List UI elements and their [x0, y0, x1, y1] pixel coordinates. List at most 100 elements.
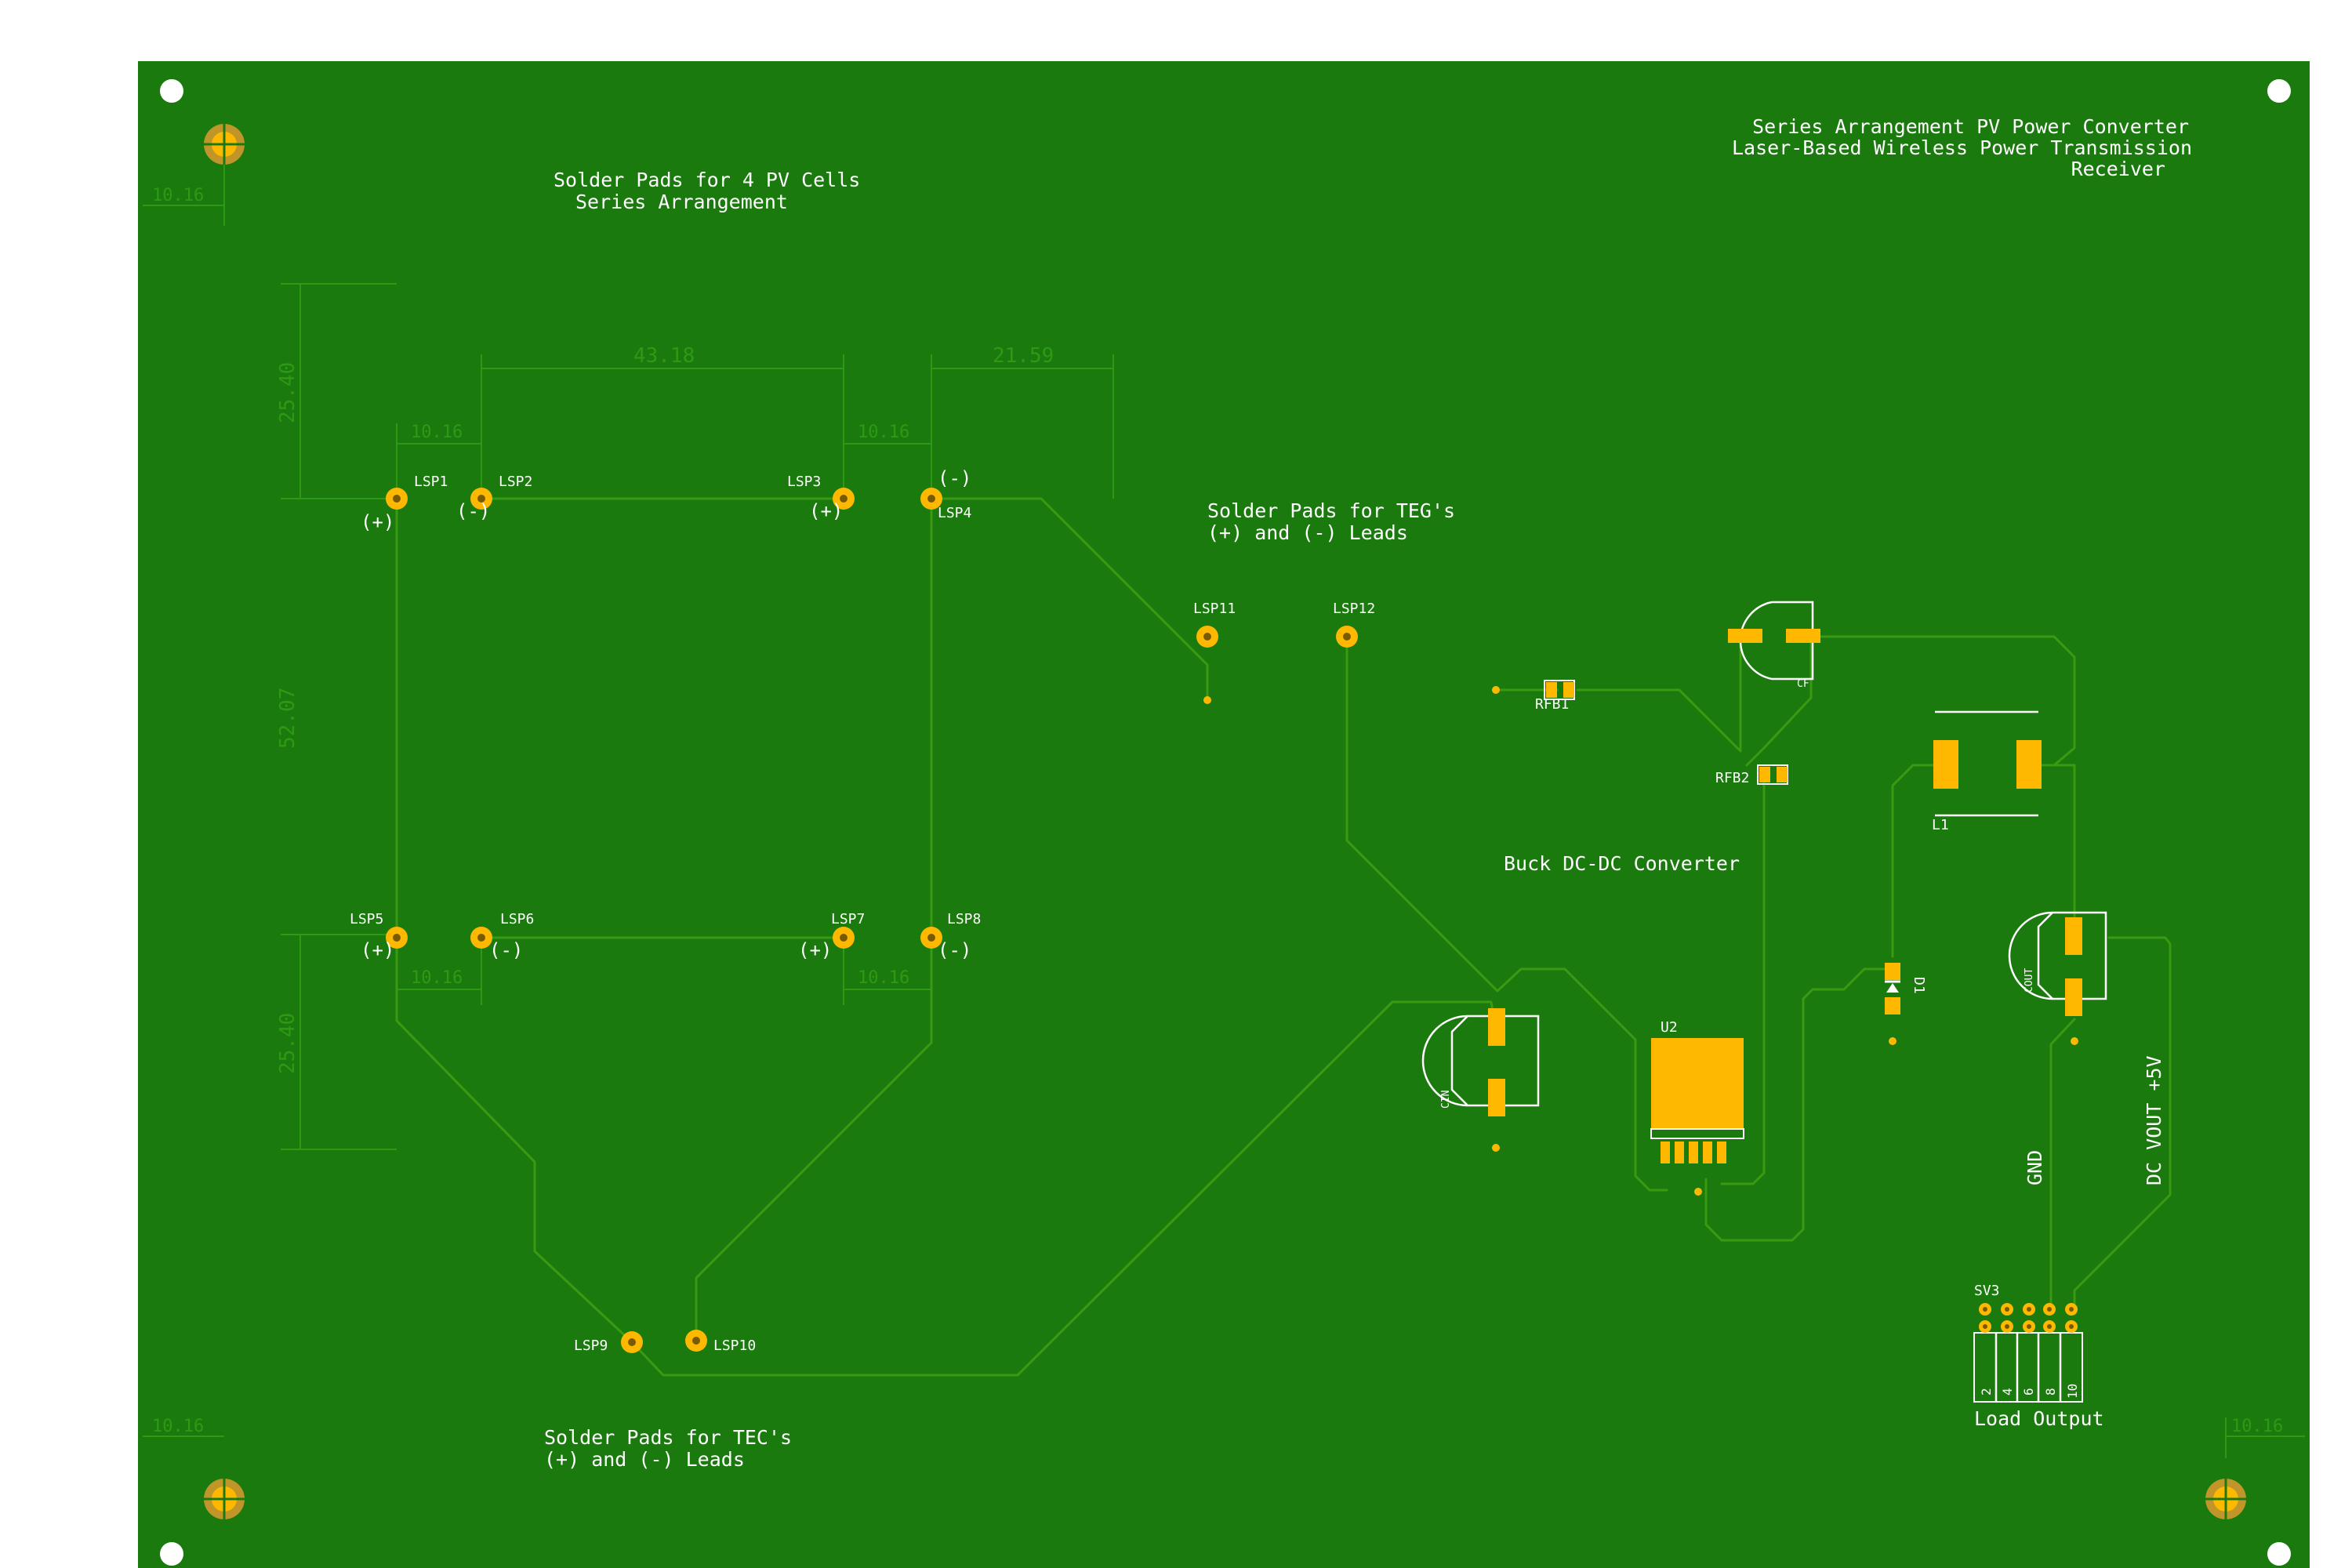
note-pv-line-1: Solder Pads for 4 PV Cells [554, 169, 860, 191]
ref-lsp12: LSP12 [1333, 601, 1375, 617]
ref-lsp3: LSP3 [787, 474, 821, 490]
mounting-hole-bottom-left [160, 1542, 183, 1566]
capacitor-cf [1728, 601, 1820, 681]
note-gnd: GND [2024, 1150, 2046, 1185]
pad-lsp12 [1336, 626, 1358, 648]
title-line-2: Laser-Based Wireless Power Transmission [1732, 136, 2192, 159]
trace-lsp4-lsp11 [930, 497, 1209, 704]
dim-10-16-bottom-right: 10.16 [2231, 1417, 2283, 1436]
sv3-pin-label: 8 [2043, 1388, 2058, 1396]
pad-lsp3 [833, 488, 855, 510]
ref-lsp11: LSP11 [1193, 601, 1236, 617]
ref-lsp10: LSP10 [713, 1338, 756, 1354]
ref-rfb2: RFB2 [1715, 770, 1749, 786]
ref-cin: CIN [1440, 1091, 1452, 1109]
ref-rfb1: RFB1 [1535, 696, 1569, 713]
capacitor-cout [2008, 911, 2107, 1016]
ref-lsp5: LSP5 [350, 911, 383, 927]
dim-10-16-bottom-left: 10.16 [152, 1417, 204, 1436]
sv3-pin-label: 4 [2000, 1388, 2015, 1396]
fiducial-top-left [202, 122, 246, 166]
trace-lsp5-lsp9 [395, 936, 1499, 1377]
via [2071, 1037, 2078, 1045]
regulator-u2 [1650, 1038, 1744, 1163]
trace-cf-rfb2 [1745, 641, 1813, 767]
note-tec-line-1: Solder Pads for TEC's [544, 1426, 792, 1449]
ref-lsp4: LSP4 [938, 505, 971, 521]
mounting-hole-top-right [2267, 79, 2291, 103]
trace-cout-gnd [2049, 1018, 2076, 1316]
pad-lsp11 [1196, 626, 1218, 648]
note-teg-line-2: (+) and (-) Leads [1207, 521, 1408, 544]
ref-lsp9: LSP9 [574, 1338, 608, 1354]
note-teg-line-1: Solder Pads for TEG's [1207, 499, 1455, 522]
via [1203, 696, 1211, 704]
dim-52-07: 52.07 [276, 688, 299, 749]
dim-10-16-lsp3-lsp4: 10.16 [858, 423, 909, 442]
sv3-pin-label: 2 [1979, 1388, 1994, 1396]
pad-lsp2 [470, 488, 492, 510]
ref-lsp1: LSP1 [414, 474, 448, 490]
ref-sv3: SV3 [1974, 1283, 2000, 1299]
fiducial-bottom-right [2204, 1477, 2248, 1521]
dim-43-18: 43.18 [633, 344, 695, 368]
ref-cout: COUT [2024, 968, 2035, 993]
dim-25-40-bottom: 25.40 [276, 1013, 299, 1074]
ref-d1: D1 [1911, 977, 1927, 994]
trace-d1-u2 [1704, 967, 1894, 1242]
mounting-hole-top-left [160, 79, 183, 103]
inductor-l1 [1933, 710, 2042, 817]
pad-lsp9 [621, 1331, 643, 1353]
reference-designators: LSP1 LSP2 LSP3 LSP4 LSP5 LSP6 LSP7 LSP8 … [350, 474, 2035, 1354]
ref-cf: CF [1797, 678, 1809, 690]
ref-u2: U2 [1661, 1019, 1678, 1036]
note-buck-converter: Buck DC-DC Converter [1504, 852, 1740, 875]
dim-21-59: 21.59 [993, 344, 1054, 368]
trace-l1-cout [2027, 764, 2076, 919]
polarity-lsp3: (+) [809, 500, 843, 522]
dimension-lines: 10.16 10.16 10.16 10.16 10.16 10.16 10.1… [143, 165, 2305, 1458]
note-load-output: Load Output [1974, 1407, 2104, 1430]
pad-lsp1 [386, 488, 408, 510]
polarity-lsp7: (+) [798, 939, 832, 961]
via [1889, 1037, 1896, 1045]
title-line-3: Receiver [2071, 158, 2165, 180]
resistor-rfb1 [1544, 680, 1575, 700]
copper-traces [395, 497, 2172, 1377]
trace-cin-u2 [1496, 967, 1668, 1192]
trace-rfb2-u2 [1720, 773, 1766, 1185]
polarity-lsp4: (-) [938, 467, 971, 489]
trace-cout-vout [2073, 936, 2172, 1316]
ref-lsp7: LSP7 [831, 911, 865, 927]
note-dc-vout: DC VOUT +5V [2143, 1055, 2165, 1185]
note-tec-line-2: (+) and (-) Leads [544, 1448, 745, 1471]
capacitor-cin [1421, 1008, 1540, 1116]
ref-l1: L1 [1932, 817, 1949, 833]
pad-lsp7 [833, 927, 855, 949]
mounting-hole-bottom-right [2267, 1542, 2291, 1566]
via [1492, 1144, 1500, 1152]
silkscreen-notes: Solder Pads for 4 PV Cells Series Arrang… [544, 169, 2165, 1471]
pad-lsp8 [920, 927, 942, 949]
dim-10-16-lsp1-lsp2: 10.16 [411, 423, 463, 442]
polarity-lsp5: (+) [361, 939, 394, 961]
ref-lsp2: LSP2 [499, 474, 532, 490]
vias [1203, 686, 2078, 1196]
title-block: Series Arrangement PV Power Converter La… [1732, 115, 2192, 180]
via [1694, 1188, 1702, 1196]
sv3-pin-label: 6 [2021, 1388, 2036, 1396]
dim-25-40-top: 25.40 [276, 362, 299, 423]
dim-10-16-top-left: 10.16 [152, 186, 204, 205]
via [1492, 686, 1500, 694]
fiducials [202, 122, 2248, 1521]
trace-lsp12-cin [1345, 636, 1499, 993]
trace-l1-d1 [1891, 764, 1951, 958]
pad-lsp5 [386, 927, 408, 949]
sv3-pin-label: 10 [2065, 1384, 2080, 1399]
resistor-rfb2 [1757, 764, 1788, 785]
ref-lsp8: LSP8 [947, 911, 981, 927]
mounting-holes [160, 79, 2291, 1566]
solder-pads [386, 488, 1358, 1353]
trace-lsp8-lsp10 [695, 936, 933, 1342]
